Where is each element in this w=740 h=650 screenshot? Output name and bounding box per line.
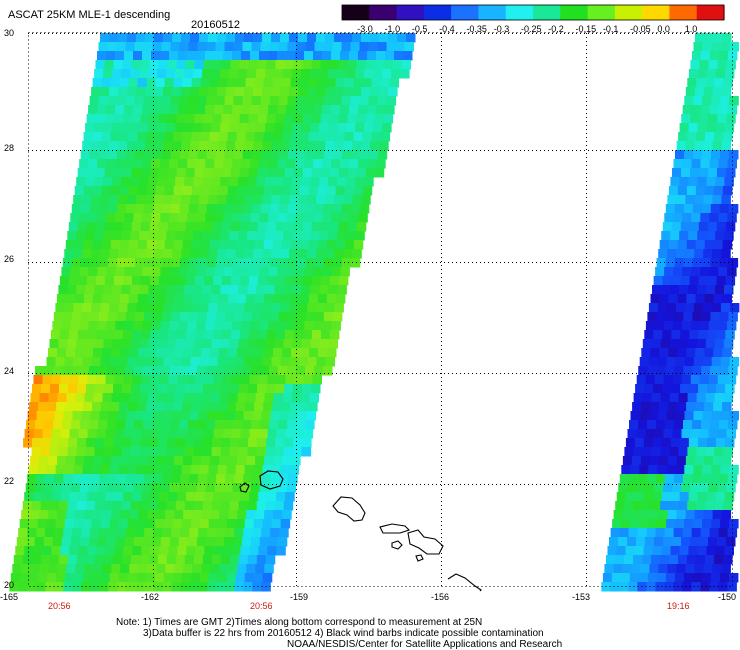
lat-label-28: 28	[4, 143, 15, 153]
colorbar-label: -0.2	[548, 24, 564, 34]
coast-lanai	[391, 540, 403, 550]
colorbar-swatch	[505, 5, 534, 20]
colorbar-swatch	[696, 5, 725, 20]
colorbar-swatch	[342, 5, 370, 20]
product-date: 20160512	[191, 19, 240, 31]
lat-label-30: 30	[4, 28, 15, 38]
colorbar-swatch	[642, 5, 670, 20]
map-frame	[28, 32, 733, 587]
colorbar-label: -0.15	[575, 24, 597, 34]
note-line-2: 3)Data buffer is 22 hrs from 20160512 4)…	[143, 628, 544, 639]
coast-molokai	[379, 523, 411, 534]
colorbar-swatch	[396, 5, 425, 20]
coast-hawaii	[447, 573, 482, 592]
lon-label-156: -156	[431, 592, 450, 602]
coast-oahu	[332, 496, 366, 522]
coast-kauai	[259, 470, 284, 490]
colorbar-swatch	[369, 5, 398, 20]
colorbar-swatches	[341, 4, 725, 21]
coast-niihau	[239, 482, 250, 493]
lon-label-153: -153	[572, 592, 591, 602]
product-title: ASCAT 25KM MLE-1 descending	[8, 9, 171, 21]
lat-label-20: 20	[4, 580, 15, 590]
swath-time-1: 20:56	[48, 601, 71, 611]
colorbar-swatch	[533, 5, 561, 20]
colorbar-label: -0.25	[521, 24, 542, 34]
colorbar-border	[341, 4, 725, 21]
coast-maui	[407, 529, 444, 555]
colorbar-label: -0.1	[602, 24, 619, 34]
colorbar-label: -0.3	[493, 24, 510, 34]
colorbar-label: -0.4	[439, 24, 455, 34]
lon-label-162: -162	[141, 592, 160, 602]
colorbar	[341, 4, 725, 21]
lat-label-26: 26	[4, 254, 15, 264]
swath-time-3: 19:16	[667, 601, 690, 611]
swath-time-2: 20:56	[250, 601, 273, 611]
graticule	[28, 33, 733, 588]
lon-label-159: -159	[290, 592, 309, 602]
colorbar-label: -1.0	[384, 24, 401, 34]
colorbar-label: 0.0	[657, 24, 670, 34]
colorbar-label: -0.5	[411, 24, 428, 34]
wind-map	[9, 32, 740, 592]
colorbar-swatch	[423, 5, 452, 20]
colorbar-swatch	[478, 5, 507, 20]
lon-label-165: -165	[0, 592, 19, 602]
lat-label-24: 24	[4, 366, 15, 376]
swath-west	[9, 33, 416, 592]
colorbar-label: -0.35	[466, 24, 487, 34]
coast-kahoolawe	[415, 554, 424, 562]
lat-label-22: 22	[4, 476, 15, 486]
colorbar-swatch	[560, 5, 589, 20]
coastlines	[239, 470, 482, 592]
lon-label-150: -150	[718, 592, 737, 602]
colorbar-label: -0.05	[630, 24, 651, 34]
colorbar-swatch	[451, 5, 479, 20]
colorbar-label: 1.0	[684, 24, 698, 34]
note-line-3: NOAA/NESDIS/Center for Satellite Applica…	[287, 639, 563, 650]
note-line-1: Note: 1) Times are GMT 2)Times along bot…	[116, 617, 483, 628]
colorbar-swatch	[669, 5, 698, 20]
colorbar-swatch	[587, 5, 616, 20]
colorbar-swatch	[614, 5, 643, 20]
colorbar-label: -3.0	[357, 24, 373, 34]
swath-east	[601, 33, 740, 592]
